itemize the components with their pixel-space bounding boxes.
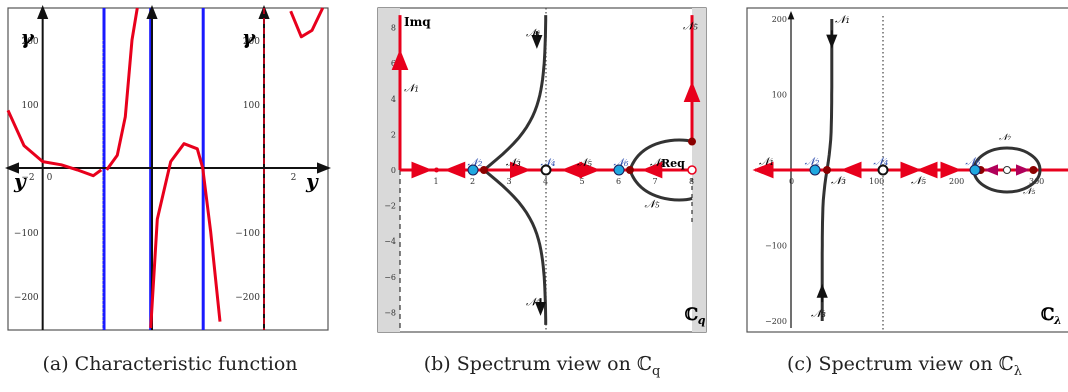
imag-axis-label: Imq	[404, 15, 431, 29]
special-point	[1003, 166, 1011, 174]
x-tick-label: −2	[21, 173, 34, 183]
caption-b: (b) Spectrum view on ℂq	[372, 344, 712, 384]
y-tick-label: 0	[391, 166, 396, 175]
y-tick-label: −100	[765, 242, 787, 251]
curve-branch	[105, 7, 139, 171]
y-tick-label-right: −200	[235, 293, 260, 303]
special-point	[540, 164, 552, 176]
y-tick-label: 100	[772, 91, 787, 100]
characteristic-function-chart: 200 200 100 100 −100 −100 −200 −200 0 −2 2 γ γ y y	[5, 5, 331, 331]
region-label: 𝒩₆	[965, 155, 981, 168]
region-label: 𝒩₃	[506, 156, 521, 169]
x-tick-label: 0	[47, 173, 53, 183]
plane-label: ℂ	[685, 305, 699, 325]
region-label: 𝒩₃	[811, 307, 826, 320]
region-label: 𝒩₁	[835, 13, 850, 26]
x-tick-label: 5	[580, 177, 585, 186]
branch-point	[479, 166, 488, 174]
region-label: 𝒩₅	[577, 156, 593, 169]
loop-curve	[628, 169, 693, 202]
y-tick-label: −100	[14, 229, 39, 239]
caption-c-text: (c) Spectrum view on ℂ	[786, 353, 1014, 375]
region-label: 𝒩₃	[526, 295, 541, 308]
y-tick-label-right: 200	[243, 37, 260, 47]
plane-sub: λ	[1053, 314, 1062, 327]
special-point	[687, 165, 697, 175]
plane-label: ℂ	[1041, 305, 1055, 325]
region-label: 𝒩₃	[831, 174, 846, 187]
curve-branch	[6, 109, 103, 178]
region-label: 𝒩₇	[650, 156, 666, 169]
curve-branch	[149, 142, 222, 329]
region-label: 𝒩₅	[645, 197, 661, 210]
caption-c-sub: λ	[1013, 363, 1023, 379]
y-tick-label: −6	[384, 273, 396, 282]
caption-b-text: (b) Spectrum view on ℂ	[423, 353, 652, 375]
x-axis-label: y	[13, 169, 27, 193]
y-tick-label: −200	[14, 293, 39, 303]
y-tick-label: −8	[384, 308, 396, 317]
caption-a: (a) Characteristic function	[0, 344, 340, 384]
region-label: 𝒩₅	[911, 174, 927, 187]
real-axis-label: Req	[661, 157, 685, 170]
region-label: 𝒩₅	[1023, 187, 1036, 197]
x-tick-label: 0	[789, 177, 794, 186]
special-point	[809, 164, 821, 176]
curve-branch	[289, 7, 325, 39]
x-tick-label: 7	[653, 177, 658, 186]
y-tick-label: 8	[391, 24, 396, 33]
region-label: 𝒩₁	[526, 27, 541, 40]
caption-c: (c) Spectrum view on ℂλ	[741, 344, 1068, 384]
x-tick-label: 2	[291, 173, 297, 183]
axis-point	[580, 167, 585, 173]
branch-point	[823, 166, 831, 174]
y-tick-label: −200	[765, 317, 787, 326]
shaded-region-left	[378, 8, 400, 332]
special-point	[969, 164, 981, 176]
x-axis-label-right: y	[305, 169, 319, 193]
branch-point	[1029, 166, 1038, 174]
x-tick-label: 3	[507, 177, 512, 186]
special-point	[467, 164, 479, 176]
y-axis-label-right: γ	[242, 25, 256, 49]
region-label: 𝒩₅	[683, 19, 699, 32]
x-tick-label: 200	[949, 177, 964, 186]
caption-b-sub: q	[651, 363, 661, 379]
special-point	[877, 164, 889, 176]
y-tick-label-right: 100	[243, 101, 260, 111]
y-tick-label: 100	[21, 101, 38, 111]
y-tick-label: 4	[391, 95, 396, 104]
region-label: 𝒩₁	[759, 155, 774, 168]
x-tick-label: 4	[543, 177, 548, 186]
region-label: 𝒩₇	[999, 133, 1012, 143]
branch-point	[688, 137, 696, 146]
loop-curve	[628, 138, 693, 171]
y-tick-label: −4	[384, 237, 396, 246]
caption-a-text: (a) Characteristic function	[42, 353, 298, 375]
branch-point	[625, 166, 634, 174]
y-tick-label: 200	[772, 15, 787, 24]
panel-characteristic-function: 200 200 100 100 −100 −100 −200 −200 0 −2 2 γ γ y y	[0, 0, 335, 340]
x-tick-label: 2	[470, 177, 475, 186]
special-point	[613, 164, 625, 176]
y-axis-label: γ	[21, 25, 35, 49]
y-tick-label-right: −100	[235, 229, 260, 239]
axis-point	[434, 167, 439, 173]
y-tick-label: −2	[384, 202, 396, 211]
x-tick-label: 6	[616, 177, 621, 186]
y-tick-label: 200	[21, 37, 38, 47]
x-tick-label: 100	[869, 177, 884, 186]
x-tick-label: 8	[689, 177, 694, 186]
x-tick-label: 1	[434, 177, 439, 186]
panel-spectrum-lambda: 200 100 −100 −200 0 100 200 300 𝒩₁ 𝒩₁ 𝒩₂ 𝒩₃ 𝒩₃ 𝒩₄ 𝒩₅ 𝒩₆…	[741, 0, 1068, 340]
region-label: 𝒩₁	[404, 82, 419, 95]
plane-sub: q	[698, 314, 706, 327]
y-tick-label: 6	[391, 59, 396, 68]
y-tick-label: 2	[391, 130, 396, 139]
